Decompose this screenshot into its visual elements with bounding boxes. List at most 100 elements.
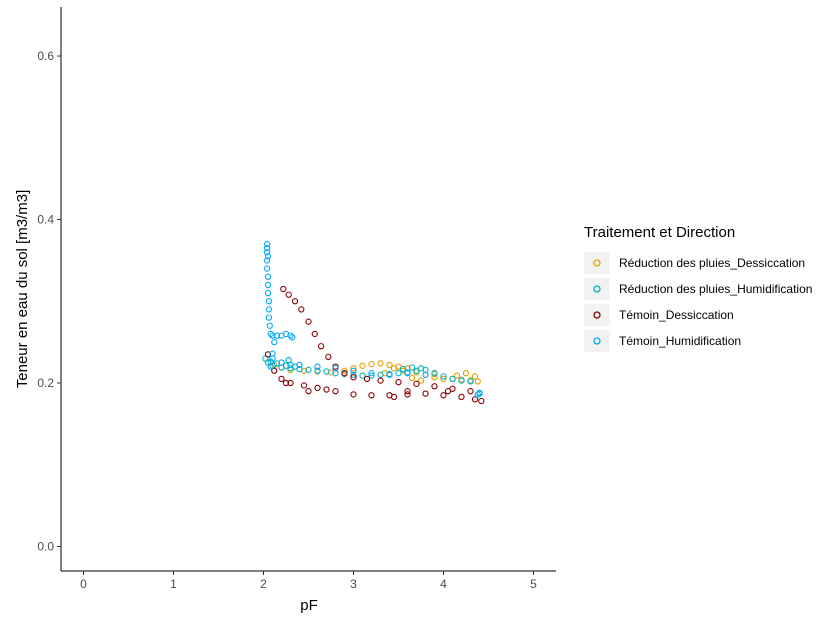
data-point: [264, 253, 272, 260]
data-point: [440, 392, 447, 399]
data-point: [265, 298, 273, 305]
data-point: [289, 334, 296, 341]
legend-key-marker: [593, 285, 601, 293]
x-tick-label: 0: [80, 577, 87, 591]
data-point: [332, 365, 339, 372]
data-point: [440, 373, 447, 380]
legend-key-marker: [593, 311, 601, 319]
data-point: [263, 257, 271, 264]
y-tick-label: 0.4: [37, 213, 54, 227]
data-point: [263, 240, 271, 248]
legend-title: Traitement et Direction: [584, 224, 735, 241]
data-point: [368, 370, 375, 377]
data-point: [264, 351, 272, 358]
data-point: [453, 372, 461, 379]
data-point: [368, 392, 375, 399]
data-point: [444, 388, 452, 395]
data-point: [287, 361, 294, 369]
data-point: [314, 367, 321, 374]
data-point: [390, 365, 398, 372]
legend-label: Témoin_Dessiccation: [619, 308, 734, 322]
data-point: [264, 289, 272, 297]
data-point: [278, 375, 285, 383]
data-point: [269, 350, 276, 357]
data-point: [263, 249, 271, 256]
data-point: [458, 377, 465, 384]
data-point: [341, 367, 348, 374]
data-point: [311, 330, 318, 338]
x-tick-label: 5: [530, 577, 537, 591]
series-3-points: [263, 240, 483, 398]
data-point: [314, 384, 321, 392]
data-point: [317, 343, 325, 350]
data-point: [467, 378, 474, 385]
data-point: [467, 388, 474, 395]
data-point: [287, 332, 294, 339]
data-point: [350, 371, 357, 378]
legend: Traitement et Direction Réduction des pl…: [584, 224, 812, 352]
data-point: [363, 375, 371, 383]
data-point: [282, 362, 290, 369]
data-point: [327, 369, 335, 376]
data-point: [278, 359, 285, 366]
data-point: [263, 244, 271, 252]
data-point: [431, 370, 438, 377]
data-point: [273, 360, 281, 367]
y-tick-label: 0.6: [37, 49, 54, 63]
data-point: [478, 397, 485, 405]
data-point: [395, 379, 402, 386]
y-axis-title: Teneur en eau du sol [m3/m3]: [14, 190, 31, 388]
data-point: [280, 285, 287, 293]
legend-label: Réduction des pluies_Dessiccation: [619, 256, 805, 270]
data-point: [305, 318, 312, 325]
y-axis-ticks: 0.0 0.2 0.4 0.6: [37, 49, 61, 553]
data-point: [395, 370, 402, 377]
data-point: [264, 273, 272, 280]
data-point: [323, 386, 330, 393]
data-point: [282, 379, 290, 387]
data-point: [408, 374, 416, 382]
data-point: [350, 391, 357, 398]
data-point: [332, 388, 339, 395]
data-point: [305, 366, 312, 374]
series-2-points: [264, 285, 485, 405]
data-point: [440, 375, 447, 383]
data-point: [474, 391, 481, 398]
data-point: [296, 361, 303, 369]
data-point: [305, 388, 312, 395]
data-point: [323, 368, 330, 375]
data-point: [368, 361, 375, 368]
legend-key-marker: [593, 259, 601, 267]
data-point: [350, 365, 357, 372]
data-point: [474, 378, 481, 385]
data-point: [273, 332, 281, 339]
data-point: [431, 374, 438, 381]
data-point: [386, 361, 393, 369]
x-tick-label: 1: [170, 577, 177, 591]
data-point: [350, 374, 357, 381]
data-point: [263, 265, 271, 272]
legend-key-background: [584, 304, 610, 326]
legend-label: Témoin_Humidification: [619, 334, 741, 348]
legend-key-background: [584, 252, 610, 274]
data-point: [266, 322, 273, 329]
data-point: [265, 314, 273, 321]
data-point: [377, 360, 384, 367]
data-point: [431, 383, 438, 390]
data-point: [399, 365, 407, 373]
data-point: [471, 373, 479, 380]
data-point: [269, 332, 276, 339]
data-point: [271, 338, 278, 346]
data-point: [287, 379, 294, 387]
data-point: [390, 393, 398, 401]
data-point: [462, 370, 470, 377]
data-point: [265, 306, 273, 313]
data-point: [264, 281, 272, 289]
data-point: [476, 389, 483, 396]
data-point: [291, 298, 299, 305]
data-point: [404, 391, 411, 398]
data-point: [417, 365, 425, 372]
y-tick-label: 0.0: [37, 539, 54, 553]
